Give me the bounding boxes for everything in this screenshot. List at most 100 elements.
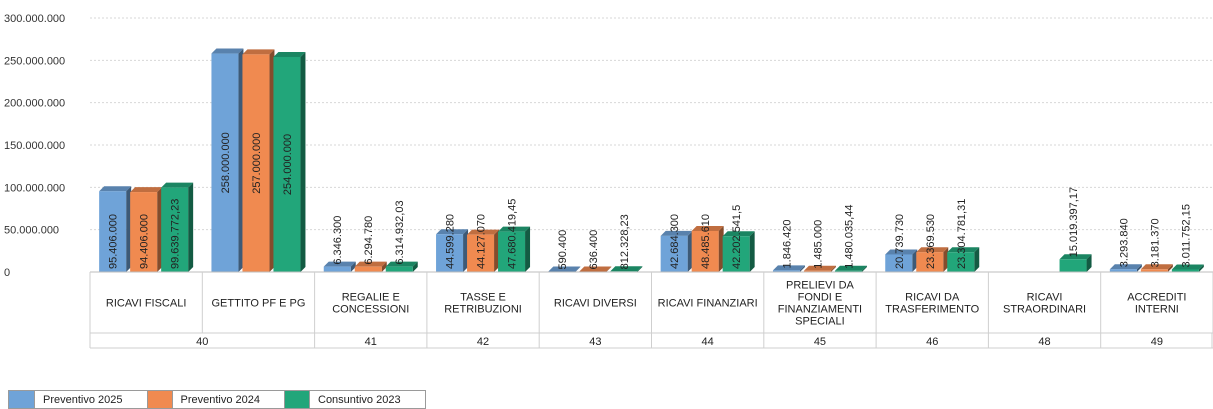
category-label: REGALIE E — [342, 292, 400, 304]
category-label: FINANZIAMENTI — [778, 304, 862, 316]
bar — [722, 236, 750, 272]
bar-top — [436, 229, 469, 235]
group-label: 40 — [196, 336, 208, 348]
bar — [803, 270, 831, 272]
category-label: GETTITO PF E PG — [211, 298, 305, 310]
bar-top — [1109, 264, 1142, 270]
bar-value-label: 42.684.300 — [669, 214, 681, 269]
bar-top — [834, 265, 867, 271]
bar-value-label: 1.480.035,44 — [843, 205, 855, 269]
category-label: TASSE E — [460, 292, 506, 304]
bar-side — [799, 265, 805, 272]
bar-side — [861, 265, 867, 272]
group-label: 48 — [1038, 336, 1050, 348]
bar-top — [385, 261, 418, 267]
bar-side — [525, 226, 531, 272]
bar-side — [238, 48, 244, 273]
legend-label: Preventivo 2025 — [43, 393, 123, 406]
legend: Preventivo 2025 Preventivo 2024 Consunti… — [8, 390, 426, 409]
bar-side — [575, 266, 581, 272]
category-label: STRAORDINARI — [1003, 304, 1086, 316]
bar-value-label: 6.294.780 — [363, 216, 375, 265]
bar — [660, 235, 688, 272]
bar-side — [412, 261, 418, 272]
bar-value-label: 20.739.730 — [894, 214, 906, 269]
category-label: ACCREDITI — [1127, 292, 1186, 304]
bar-top — [99, 186, 132, 192]
bar-value-label: 1.485.000 — [812, 220, 824, 269]
bar — [161, 187, 189, 272]
legend-item-preventivo-2025: Preventivo 2025 — [9, 391, 147, 408]
bar-side — [1136, 264, 1142, 272]
bar-top — [273, 51, 306, 57]
y-tick-label: 150.000.000 — [4, 140, 65, 152]
bar-value-label: 95.406.000 — [108, 214, 120, 269]
y-tick-label: 50.000.000 — [4, 225, 59, 237]
bar — [691, 230, 719, 272]
bar — [498, 231, 526, 272]
bar — [211, 53, 239, 273]
bar — [323, 266, 351, 272]
bar-top — [1171, 264, 1204, 270]
category-label: RICAVI FINANZIARI — [658, 298, 758, 310]
bar — [1059, 259, 1087, 272]
category-label: RETRIBUZIONI — [444, 304, 522, 316]
bar — [834, 270, 862, 272]
bar-side — [943, 247, 949, 272]
bar-top — [947, 247, 980, 253]
bar-top — [242, 49, 275, 55]
bar-value-label: 590.400 — [557, 230, 569, 270]
bar — [242, 54, 270, 273]
bar-side — [1167, 264, 1173, 272]
bar-top — [323, 261, 356, 267]
category-label: RICAVI DIVERSI — [554, 298, 637, 310]
group-label: 42 — [477, 336, 489, 348]
y-tick-label: 0 — [4, 267, 10, 279]
bar-side — [830, 265, 836, 272]
bar-top — [722, 231, 755, 237]
bar-value-label: 44.127.070 — [476, 214, 488, 269]
legend-label: Consuntivo 2023 — [318, 393, 401, 406]
bar — [436, 234, 464, 272]
bar-side — [912, 249, 918, 272]
bar-top — [1059, 254, 1092, 260]
bar — [916, 252, 944, 272]
bar-side — [463, 229, 469, 272]
bar-top — [803, 265, 836, 271]
bar-side — [606, 266, 612, 272]
bar-side — [718, 225, 724, 272]
category-label: RICAVI — [1027, 292, 1063, 304]
bar-value-label: 3.011.752,15 — [1180, 204, 1192, 267]
bar — [467, 234, 495, 272]
y-tick-label: 250.000.000 — [4, 55, 65, 67]
bar-top — [916, 247, 949, 253]
bar-side — [974, 247, 980, 272]
bar-side — [300, 51, 306, 272]
legend-item-preventivo-2024: Preventivo 2024 — [146, 391, 285, 408]
bar — [772, 270, 800, 272]
bar — [947, 252, 975, 272]
bar-value-label: 636.400 — [588, 230, 600, 270]
category-label: INTERNI — [1135, 304, 1179, 316]
bar-value-label: 44.599.280 — [445, 214, 457, 269]
bar-top — [467, 229, 500, 235]
group-label: 49 — [1151, 336, 1163, 348]
bar-value-label: 99.639.772,23 — [170, 199, 182, 269]
group-label: 41 — [365, 336, 377, 348]
bar-value-label: 257.000.000 — [251, 133, 263, 194]
bar-value-label: 42.202.541,5 — [731, 205, 743, 269]
category-label: SPECIALI — [795, 316, 845, 328]
category-label: CONCESSIONI — [332, 304, 409, 316]
bar-side — [1198, 264, 1204, 272]
bar-top — [610, 266, 643, 272]
bar — [99, 191, 127, 272]
bar-top — [660, 230, 693, 236]
bar — [130, 192, 158, 272]
bar-top — [211, 48, 244, 54]
bar-top — [579, 266, 612, 272]
bar — [385, 266, 413, 272]
y-tick-label: 200.000.000 — [4, 98, 65, 110]
bar — [354, 266, 382, 272]
y-tick-label: 100.000.000 — [4, 182, 65, 194]
bar-top — [130, 187, 163, 193]
